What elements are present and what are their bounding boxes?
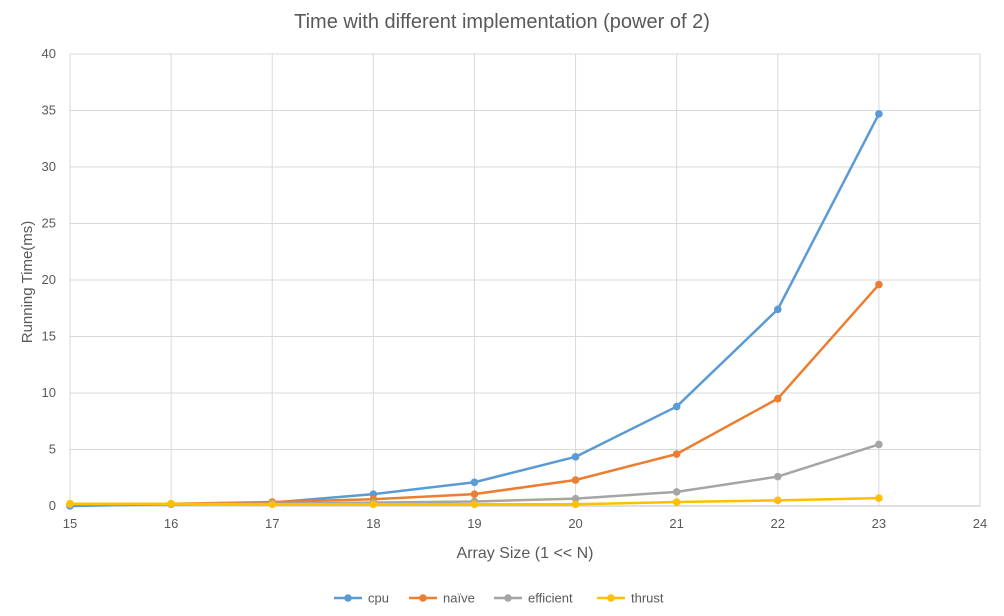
data-point <box>672 488 681 496</box>
data-point <box>773 496 782 505</box>
data-point <box>470 490 479 498</box>
y-tick-label: 0 <box>49 498 56 513</box>
data-point <box>672 498 681 506</box>
data-point <box>672 450 681 458</box>
x-tick-label: 24 <box>973 516 987 531</box>
data-point <box>875 440 883 449</box>
data-point <box>470 500 479 509</box>
x-tick-label: 20 <box>568 516 582 531</box>
data-point <box>875 280 883 289</box>
legend-label: efficient <box>528 591 573 606</box>
data-point <box>571 453 580 461</box>
legend-swatch-marker <box>504 594 512 602</box>
gridlines <box>69 53 981 506</box>
legend-item: naïve <box>409 591 475 606</box>
x-tick-label: 15 <box>63 516 77 531</box>
chart-title: Time with different implementation (powe… <box>294 11 710 33</box>
data-point <box>470 478 479 487</box>
y-tick-label: 20 <box>42 272 56 287</box>
data-point <box>167 499 175 508</box>
series-lines <box>66 110 883 510</box>
legend-swatch-marker <box>419 594 427 602</box>
legend-item: thrust <box>597 591 664 606</box>
y-tick-label: 10 <box>42 385 56 400</box>
data-point <box>268 500 277 509</box>
legend-item: efficient <box>494 591 573 606</box>
x-tick-label: 17 <box>265 516 279 531</box>
data-point <box>571 500 580 509</box>
data-point <box>773 394 782 403</box>
x-tick-label: 16 <box>164 516 178 531</box>
y-tick-label: 5 <box>49 442 56 457</box>
data-point <box>875 110 883 118</box>
axes: 0 5 10 15 20 25 30 35 40 15 16 17 18 19 20 21 22 23 24 <box>42 46 988 531</box>
y-axis-title: Running Time(ms) <box>19 221 36 344</box>
legend-label: cpu <box>368 591 389 606</box>
legend: cpu naïve efficient thrust <box>334 591 664 606</box>
legend-swatch-marker <box>607 594 615 602</box>
y-tick-label: 35 <box>42 103 56 118</box>
x-tick-label: 21 <box>669 516 683 531</box>
y-tick-label: 30 <box>42 159 56 174</box>
legend-label: naïve <box>443 591 475 606</box>
x-tick-label: 18 <box>366 516 380 531</box>
data-point <box>369 500 378 509</box>
data-point <box>66 499 74 508</box>
x-tick-label: 23 <box>872 516 886 531</box>
legend-label: thrust <box>631 591 664 606</box>
x-axis-title: Array Size (1 << N) <box>457 545 594 562</box>
legend-swatch-marker <box>344 594 352 602</box>
data-point <box>773 305 782 314</box>
data-point <box>571 476 580 484</box>
x-tick-label: 22 <box>771 516 785 531</box>
x-tick-label: 19 <box>467 516 481 531</box>
y-tick-label: 15 <box>42 329 56 344</box>
y-tick-label: 40 <box>42 46 56 61</box>
data-point <box>672 402 681 411</box>
data-point <box>571 494 580 503</box>
y-tick-label: 25 <box>42 216 56 231</box>
data-point <box>875 494 883 502</box>
data-point <box>773 472 782 481</box>
legend-item: cpu <box>334 591 389 606</box>
